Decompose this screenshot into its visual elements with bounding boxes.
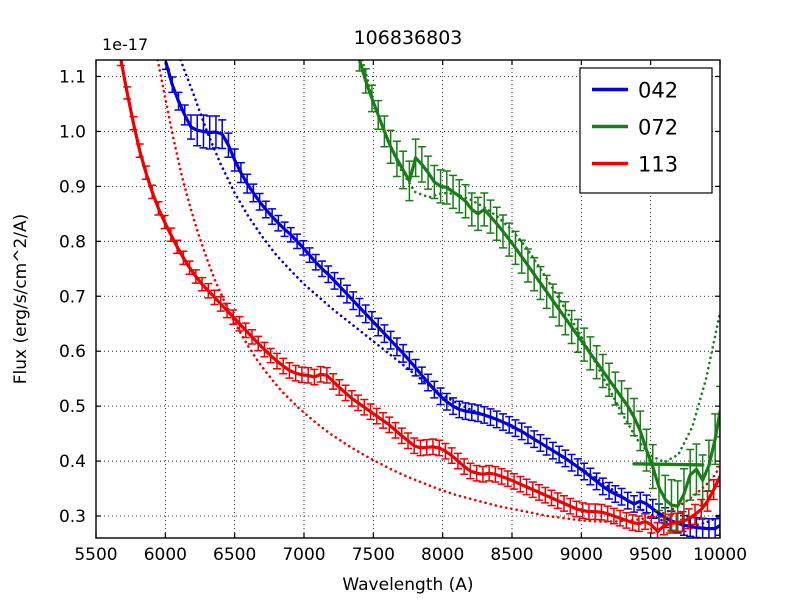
xtick-label: 6000	[144, 545, 187, 565]
line-113	[119, 60, 720, 534]
series-113	[116, 60, 720, 538]
legend-label-072: 072	[638, 116, 678, 140]
ytick-label: 1.1	[59, 67, 86, 87]
ytick-label: 0.5	[59, 397, 86, 417]
xtick-label: 6500	[213, 545, 256, 565]
axes-frame	[95, 59, 721, 539]
x-axis-label: Wavelength (A)	[342, 575, 473, 595]
xtick-label: 5500	[74, 545, 117, 565]
ytick-label: 0.4	[59, 452, 86, 472]
legend	[579, 67, 713, 194]
series-072	[355, 60, 720, 533]
xtick-label: 9000	[560, 545, 603, 565]
xtick-label: 7000	[282, 545, 325, 565]
ytick-label: 0.3	[59, 507, 86, 527]
axis-ticks	[95, 60, 721, 538]
plot-title: 106836803	[354, 27, 463, 49]
y-axis-label: Flux (erg/s/cm^2/A)	[11, 214, 31, 385]
connector-072	[632, 462, 705, 467]
line-072	[357, 60, 720, 508]
xtick-label: 8000	[421, 545, 464, 565]
xtick-label: 8500	[490, 545, 533, 565]
ytick-label: 0.9	[59, 177, 86, 197]
ytick-label: 0.7	[59, 287, 86, 307]
ytick-label: 0.6	[59, 342, 86, 362]
xtick-label: 7500	[352, 545, 395, 565]
ytick-label: 0.8	[59, 232, 86, 252]
legend-label-042: 042	[638, 79, 678, 103]
data-layer	[116, 60, 720, 538]
xtick-label: 9500	[629, 545, 672, 565]
xtick-label: 10000	[693, 545, 747, 565]
model-curve-113-model	[156, 60, 720, 523]
legend-label-113: 113	[638, 153, 678, 177]
line-042	[164, 61, 720, 531]
ytick-label: 1.0	[59, 122, 86, 142]
y-axis-offset-text: 1e-17	[102, 35, 148, 54]
model-curve-072-model	[360, 60, 720, 464]
